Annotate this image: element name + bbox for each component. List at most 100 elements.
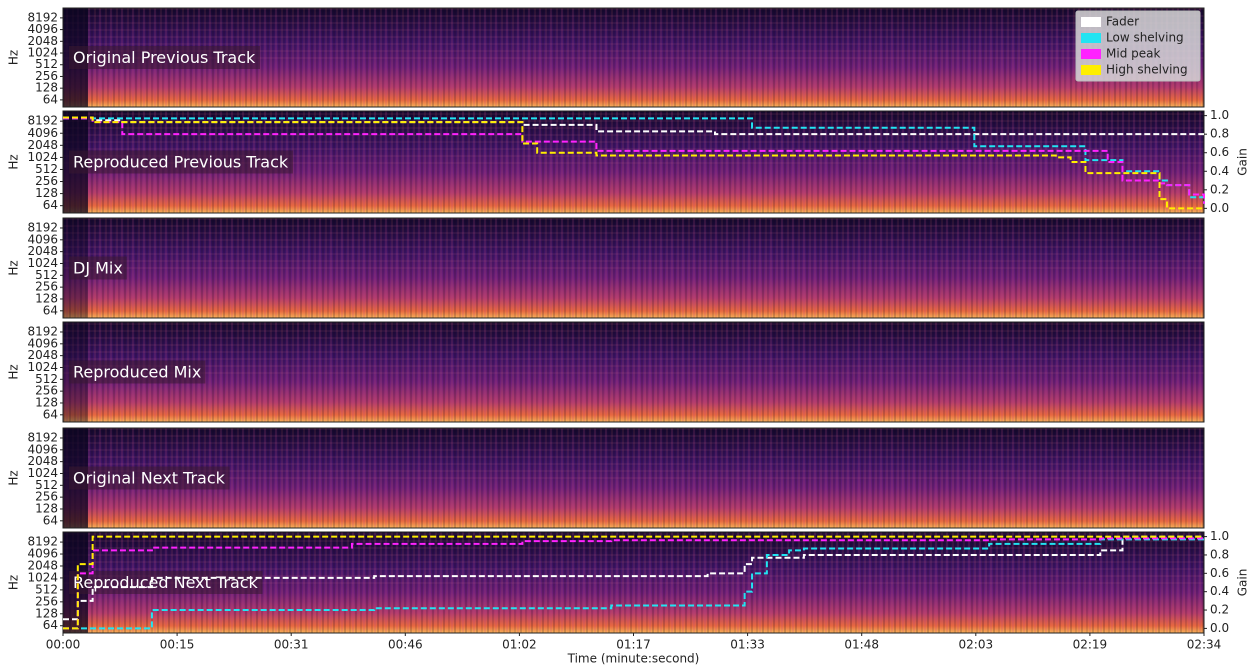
x-tick-label: 01:48 bbox=[844, 638, 879, 652]
y2-tick-label: 0.2 bbox=[1210, 182, 1229, 196]
gain-curve bbox=[63, 117, 1205, 204]
legend-box bbox=[1075, 10, 1201, 82]
y-tick-label: 8192 bbox=[27, 10, 58, 24]
y-tick-label: 512 bbox=[35, 57, 58, 71]
y-axis-label: Hz bbox=[7, 575, 21, 590]
y-tick-label: 1024 bbox=[27, 256, 58, 270]
x-tick-label: 00:15 bbox=[160, 638, 195, 652]
y-tick-label: 256 bbox=[35, 594, 58, 608]
panel-label-box bbox=[69, 571, 263, 594]
legend-label: Mid peak bbox=[1106, 47, 1160, 61]
y2-tick-label: 0.6 bbox=[1210, 145, 1229, 159]
y-tick-label: 1024 bbox=[27, 360, 58, 374]
y-axis-label: Hz bbox=[7, 260, 21, 275]
frame bbox=[62, 110, 1205, 214]
y-tick-label: 4096 bbox=[27, 126, 58, 140]
y-tick-label: 8192 bbox=[27, 114, 58, 128]
legend-label: High shelving bbox=[1106, 63, 1188, 77]
y2-tick-label: 0.4 bbox=[1210, 164, 1229, 178]
y-tick-label: 256 bbox=[35, 490, 58, 504]
legend-swatch bbox=[1081, 33, 1101, 43]
y-tick-label: 4096 bbox=[27, 442, 58, 456]
y-tick-label: 256 bbox=[35, 384, 58, 398]
y-tick-label: 2048 bbox=[27, 138, 58, 152]
legend-swatch bbox=[1081, 17, 1101, 27]
y-tick-label: 8192 bbox=[27, 535, 58, 549]
y-tick-label: 256 bbox=[35, 280, 58, 294]
y-tick-label: 1024 bbox=[27, 150, 58, 164]
y-tick-label: 2048 bbox=[27, 454, 58, 468]
panel-label-box bbox=[69, 360, 206, 384]
y-axis-label: Hz bbox=[7, 50, 21, 65]
gain-curve bbox=[63, 116, 1204, 210]
panel-label: Original Next Track bbox=[73, 469, 226, 488]
y2-tick-label: 0.6 bbox=[1210, 566, 1229, 580]
panel-label: Reproduced Next Track bbox=[73, 573, 259, 592]
y-tick-label: 128 bbox=[35, 395, 58, 409]
panel-label-box bbox=[69, 46, 260, 69]
y-axis-label: Hz bbox=[7, 470, 21, 485]
y-tick-label: 8192 bbox=[27, 324, 58, 338]
y-tick-label: 1024 bbox=[27, 46, 58, 60]
x-tick-label: 02:19 bbox=[1073, 638, 1108, 652]
gain-curve bbox=[63, 535, 1204, 630]
y2-tick-label: 0.8 bbox=[1210, 547, 1229, 561]
frame bbox=[62, 217, 1205, 319]
y2-tick-label: 0.0 bbox=[1210, 621, 1229, 635]
spectrogram-harmonics bbox=[63, 322, 1204, 377]
legend-label: Low shelving bbox=[1106, 31, 1184, 45]
x-tick-label: 02:34 bbox=[1187, 638, 1222, 652]
y-tick-label: 256 bbox=[35, 174, 58, 188]
gain-curve bbox=[63, 535, 1204, 621]
legend-label: Fader bbox=[1106, 15, 1139, 29]
legend-swatch bbox=[1081, 65, 1101, 75]
panel-label: DJ Mix bbox=[73, 259, 123, 278]
x-axis-label: Time (minute:second) bbox=[567, 652, 700, 666]
y-axis-label: Hz bbox=[7, 154, 21, 169]
x-tick-label: 01:17 bbox=[616, 638, 651, 652]
y-tick-label: 128 bbox=[35, 291, 58, 305]
y-tick-label: 8192 bbox=[27, 220, 58, 234]
legend-swatch bbox=[1081, 49, 1101, 59]
gain-curve bbox=[63, 536, 1205, 630]
y2-tick-label: 1.0 bbox=[1210, 108, 1229, 122]
panel-label-box bbox=[69, 150, 293, 174]
spectrogram-harmonics bbox=[63, 218, 1204, 273]
y2-tick-label: 0.2 bbox=[1210, 603, 1229, 617]
y-tick-label: 512 bbox=[35, 582, 58, 596]
panel-label: Reproduced Previous Track bbox=[73, 153, 289, 172]
panel-label: Original Previous Track bbox=[73, 48, 256, 67]
y-tick-label: 4096 bbox=[27, 336, 58, 350]
x-tick-label: 00:31 bbox=[274, 638, 309, 652]
y-tick-label: 128 bbox=[35, 186, 58, 200]
spectrogram-harmonics bbox=[63, 428, 1204, 483]
y2-tick-label: 1.0 bbox=[1210, 529, 1229, 543]
y-tick-label: 128 bbox=[35, 606, 58, 620]
y-tick-label: 512 bbox=[35, 478, 58, 492]
y2-axis-label: Gain bbox=[1236, 148, 1250, 176]
y-tick-label: 64 bbox=[43, 303, 58, 317]
y-tick-label: 64 bbox=[43, 513, 58, 527]
y-tick-label: 512 bbox=[35, 268, 58, 282]
x-tick-label: 02:03 bbox=[959, 638, 994, 652]
x-tick-label: 01:02 bbox=[502, 638, 537, 652]
y-tick-label: 2048 bbox=[27, 244, 58, 258]
x-tick-label: 00:46 bbox=[388, 638, 423, 652]
y-tick-label: 512 bbox=[35, 372, 58, 386]
y-tick-label: 8192 bbox=[27, 430, 58, 444]
y-tick-label: 256 bbox=[35, 69, 58, 83]
frame bbox=[62, 7, 1205, 108]
gain-curve bbox=[63, 536, 1205, 630]
panel-label-box bbox=[69, 466, 230, 490]
y2-tick-label: 0.8 bbox=[1210, 127, 1229, 141]
y-tick-label: 4096 bbox=[27, 547, 58, 561]
y-tick-label: 64 bbox=[43, 407, 58, 421]
x-tick-label: 00:00 bbox=[46, 638, 81, 652]
y-tick-label: 64 bbox=[43, 198, 58, 212]
y-tick-label: 2048 bbox=[27, 558, 58, 572]
frame bbox=[62, 427, 1205, 529]
y-tick-label: 2048 bbox=[27, 348, 58, 362]
y-tick-label: 64 bbox=[43, 618, 58, 632]
y2-tick-label: 0.0 bbox=[1210, 201, 1229, 215]
y-tick-label: 64 bbox=[43, 92, 58, 106]
